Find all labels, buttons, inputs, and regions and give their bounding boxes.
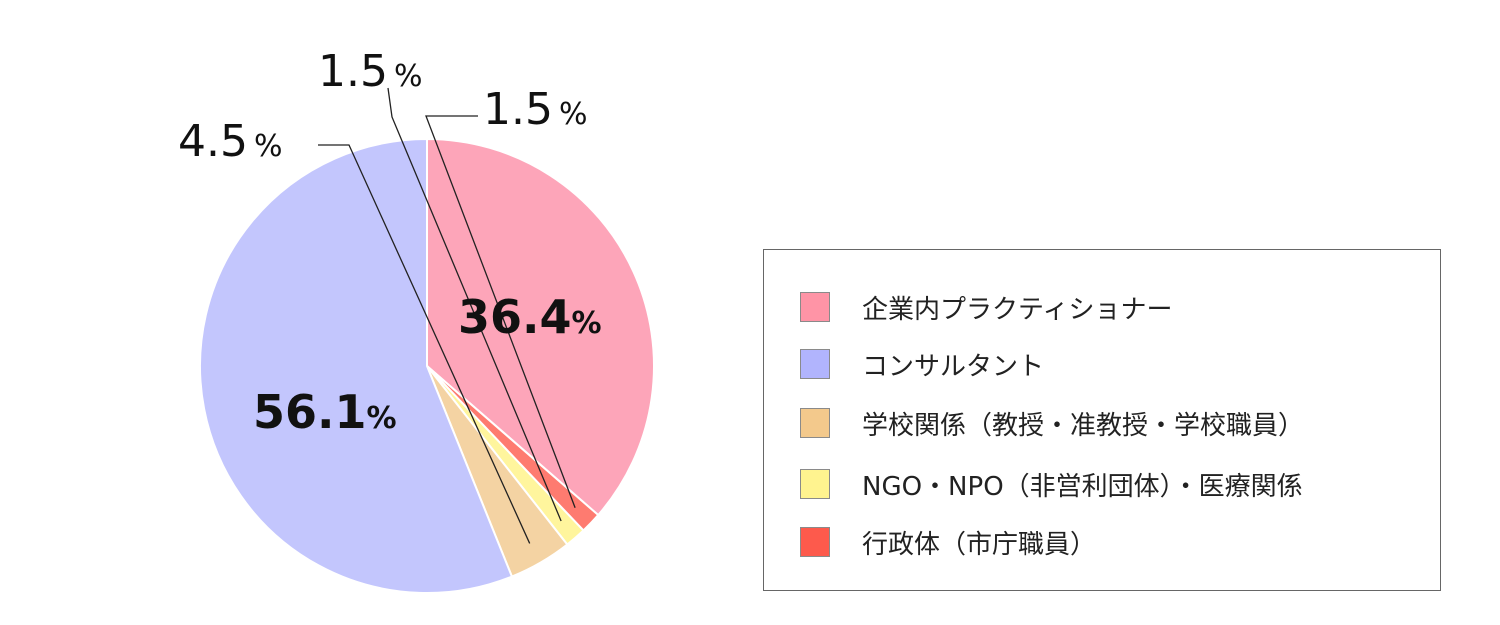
- data-label-government: 1.5%: [483, 84, 588, 135]
- legend-label: NGO・NPO（非営利団体）・医療関係: [862, 471, 1303, 502]
- data-label-school: 4.5%: [178, 116, 283, 167]
- legend-label: 企業内プラクティショナー: [862, 294, 1173, 325]
- leader-line-government: [425, 115, 576, 508]
- pie-slices: [199, 137, 655, 594]
- slice-consultant: [199, 137, 514, 594]
- legend-swatch: [800, 408, 830, 438]
- legend-item-ngo: NGO・NPO（非営利団体）・医療関係: [800, 464, 1303, 504]
- legend-label: コンサルタント: [862, 351, 1045, 382]
- legend-swatch: [800, 527, 830, 557]
- pie-chart: 36.4% 56.1% 4.5% 1.5% 1.5%: [178, 46, 655, 594]
- leader-lines: [318, 87, 576, 544]
- legend-item-government: 行政体（市庁職員）: [800, 522, 1096, 562]
- legend-swatch: [800, 469, 830, 499]
- legend: 企業内プラクティショナー コンサルタント 学校関係（教授・准教授・学校職員） N…: [763, 249, 1441, 591]
- legend-swatch: [800, 292, 830, 322]
- legend-label: 学校関係（教授・准教授・学校職員）: [862, 410, 1305, 441]
- legend-label: 行政体（市庁職員）: [862, 529, 1097, 560]
- data-label-consultant: 56.1%: [253, 385, 397, 439]
- slice-corporate: [426, 137, 655, 517]
- leader-line-school: [318, 144, 531, 544]
- legend-item-consultant: コンサルタント: [800, 344, 1044, 384]
- leader-line-ngo: [387, 87, 562, 522]
- data-label-ngo: 1.5%: [318, 46, 423, 97]
- legend-swatch: [800, 349, 830, 379]
- legend-item-corporate: 企業内プラクティショナー: [800, 287, 1172, 327]
- data-label-corporate: 36.4%: [458, 290, 602, 344]
- legend-item-school: 学校関係（教授・准教授・学校職員）: [800, 403, 1304, 443]
